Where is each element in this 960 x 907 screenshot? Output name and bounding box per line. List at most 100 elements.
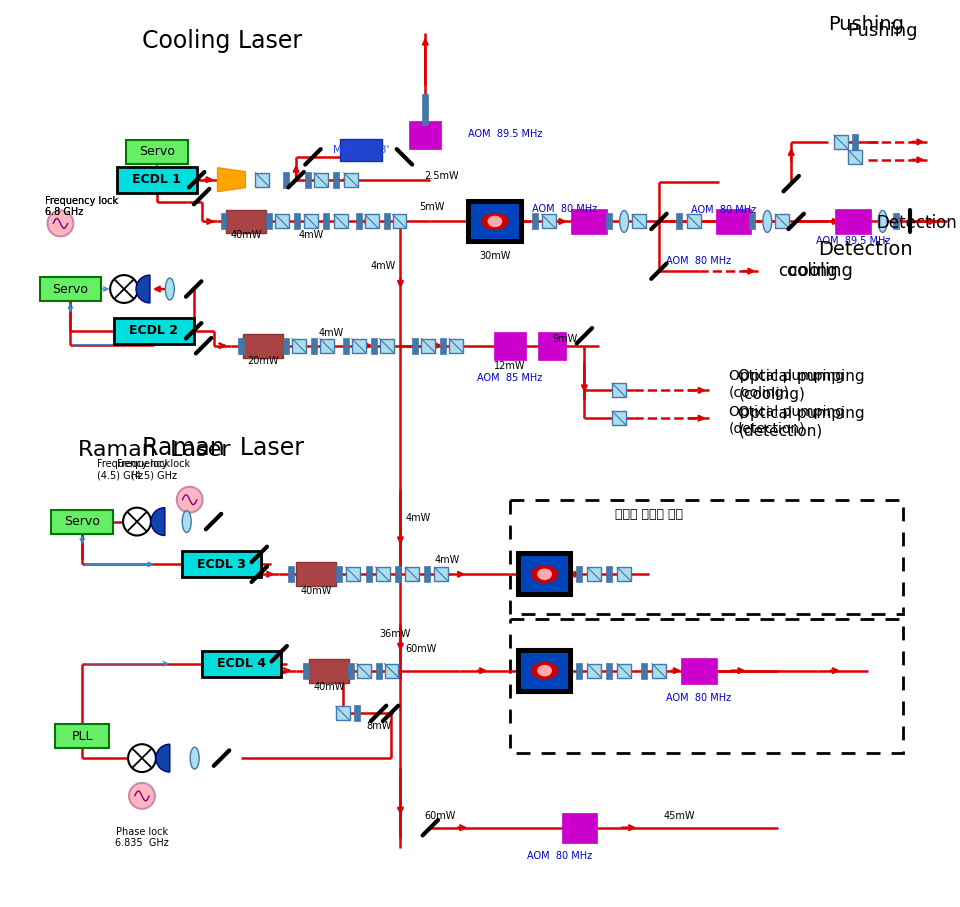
Text: AOM  80 MHz: AOM 80 MHz [666, 694, 732, 704]
Bar [612, 411, 626, 425]
Text: 30mW: 30mW [479, 251, 511, 261]
Bar [296, 562, 336, 586]
Ellipse shape [532, 663, 558, 678]
Ellipse shape [532, 566, 558, 582]
Text: ECDL 3: ECDL 3 [197, 558, 246, 571]
Bar [375, 567, 390, 581]
Bar [181, 551, 261, 577]
Bar [221, 213, 227, 229]
Bar [114, 317, 194, 344]
Bar [520, 653, 568, 688]
Circle shape [110, 275, 138, 303]
Bar [283, 171, 289, 188]
Bar [750, 213, 756, 229]
Bar [396, 566, 401, 582]
Bar [288, 566, 294, 582]
Ellipse shape [763, 210, 772, 232]
Bar [304, 214, 318, 229]
Bar [607, 663, 612, 678]
Bar [612, 384, 626, 397]
Bar [632, 214, 646, 229]
Text: ECDL 2: ECDL 2 [130, 325, 179, 337]
Text: AOM  89.5 MHz: AOM 89.5 MHz [816, 237, 890, 247]
Bar [356, 213, 362, 229]
Bar [56, 725, 109, 748]
Bar [52, 510, 113, 533]
Bar [893, 213, 899, 229]
Text: Optical pumping
(detection): Optical pumping (detection) [738, 406, 865, 438]
Text: Frequency lock
(4.5) GHz: Frequency lock (4.5) GHz [117, 459, 190, 481]
Bar [471, 203, 518, 239]
Bar [405, 567, 420, 581]
Text: 20mW: 20mW [248, 356, 279, 366]
Text: 60mW: 60mW [405, 644, 437, 654]
Bar [266, 213, 273, 229]
Bar [202, 651, 281, 677]
Bar [379, 338, 394, 353]
Bar [776, 214, 789, 229]
Text: AOM  80 MHz: AOM 80 MHz [532, 203, 597, 213]
Text: 9mW: 9mW [552, 334, 577, 344]
Text: AOM  80 MHz: AOM 80 MHz [527, 851, 592, 861]
Bar [303, 663, 309, 678]
Text: 12mW: 12mW [494, 361, 525, 371]
Ellipse shape [182, 511, 191, 532]
Bar [449, 338, 463, 353]
Bar [576, 566, 583, 582]
Text: 36mW: 36mW [380, 629, 411, 639]
Bar [227, 210, 266, 233]
Text: Optical pumping
(cooling): Optical pumping (cooling) [729, 369, 844, 399]
Bar [510, 619, 902, 753]
Bar [294, 213, 300, 229]
Bar [576, 663, 583, 678]
Text: AOM  80 MHz: AOM 80 MHz [691, 204, 756, 214]
Bar [516, 552, 572, 596]
Bar [493, 332, 526, 359]
Text: 2.5mW: 2.5mW [424, 171, 459, 180]
Wedge shape [136, 275, 150, 303]
Bar [434, 567, 448, 581]
Text: Raman  Laser: Raman Laser [142, 436, 304, 460]
Bar [686, 214, 701, 229]
Bar [834, 135, 848, 149]
Bar [320, 338, 334, 353]
Text: Servo: Servo [139, 145, 175, 159]
Text: 60mW: 60mW [424, 811, 456, 821]
Text: Servo: Servo [64, 515, 100, 528]
Text: AOM  80 MHz: AOM 80 MHz [666, 256, 732, 266]
Text: 4mW: 4mW [405, 512, 431, 522]
Circle shape [123, 508, 151, 535]
Bar [510, 500, 902, 614]
Bar [365, 214, 378, 229]
Ellipse shape [878, 210, 887, 232]
Text: Cooling Laser: Cooling Laser [142, 28, 302, 53]
Bar [409, 121, 442, 149]
Ellipse shape [482, 213, 508, 229]
Text: ECDL 1: ECDL 1 [132, 173, 181, 186]
Text: Frequency lock
(4.5) GHz: Frequency lock (4.5) GHz [97, 459, 170, 481]
Circle shape [177, 487, 203, 512]
Text: cooling: cooling [779, 262, 838, 280]
Bar [255, 172, 269, 187]
Text: Frequency lock
6.8 GHz: Frequency lock 6.8 GHz [44, 196, 118, 218]
Bar [314, 172, 328, 187]
Text: 5mW: 5mW [420, 201, 445, 211]
Bar [848, 150, 862, 164]
Bar [311, 337, 317, 354]
Text: 45mW: 45mW [663, 811, 695, 821]
Text: Raman  Laser: Raman Laser [78, 440, 230, 460]
Bar [532, 213, 538, 229]
Text: ECDL 4: ECDL 4 [217, 658, 266, 670]
Bar [346, 567, 360, 581]
Bar [238, 337, 245, 354]
Bar [340, 139, 381, 161]
Ellipse shape [538, 570, 551, 580]
Text: 4mW: 4mW [299, 230, 324, 240]
Text: Pushing: Pushing [847, 22, 918, 40]
Text: Phase lock
6.835  GHz: Phase lock 6.835 GHz [115, 827, 169, 848]
Bar [516, 649, 572, 693]
Bar [541, 214, 556, 229]
Bar [384, 213, 390, 229]
Bar [571, 209, 608, 234]
Bar [351, 338, 366, 353]
